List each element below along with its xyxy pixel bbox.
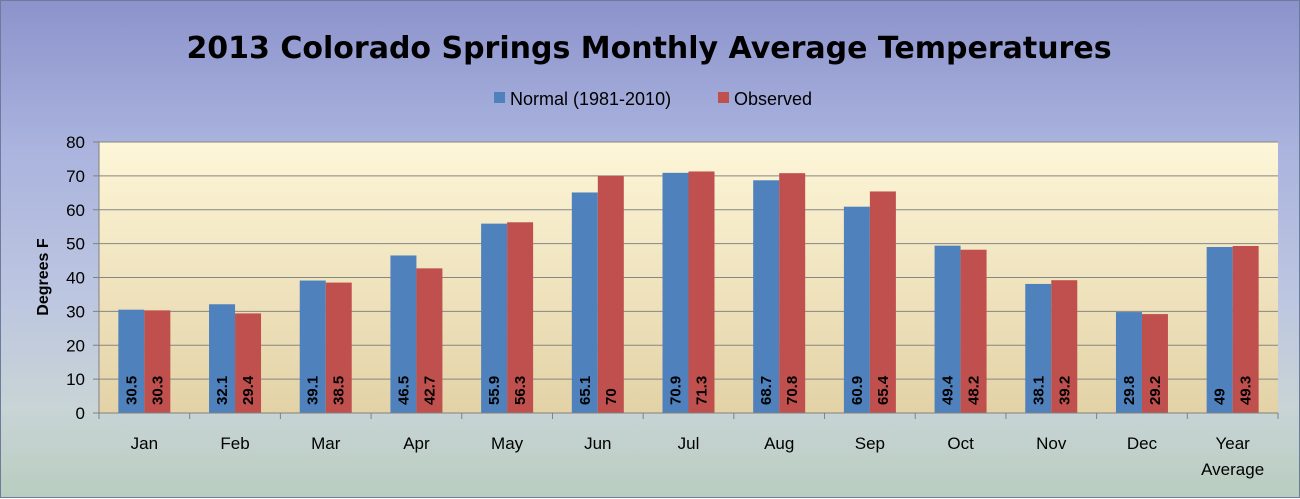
bar-observed [1051,280,1078,413]
chart-title: 2013 Colorado Springs Monthly Average Te… [186,31,1111,66]
x-tick-label: Sep [855,434,885,453]
data-label: 30.5 [123,376,140,405]
x-tick-label: Feb [220,434,249,453]
x-tick-label: Aug [764,434,794,453]
bar-normal [118,309,145,413]
y-tick-label: 10 [66,370,85,389]
data-label: 49.3 [1238,376,1255,405]
y-tick-label: 30 [66,302,85,321]
data-label: 29.4 [240,375,257,405]
data-label: 70.9 [668,376,685,405]
x-tick-label: Jun [584,434,611,453]
data-label: 29.2 [1147,376,1164,405]
y-tick-label: 0 [76,404,85,423]
y-axis-title: Degrees F [35,238,52,316]
bar-observed [960,249,987,413]
x-axis-ticks: Jan Feb Mar Apr May Jun Jul Aug Sep Oct Nov Dec Year… [98,413,1279,479]
legend-swatch-observed [718,92,729,103]
y-tick-label: 70 [66,167,85,186]
x-tick-label: Apr [403,434,430,453]
bar-observed [869,191,896,413]
bar-normal [1115,312,1142,413]
data-label: 68.7 [758,376,775,405]
bars [118,171,1259,413]
bar-observed [144,310,171,413]
legend-label-observed: Observed [734,89,812,109]
legend-label-normal: Normal (1981-2010) [510,89,671,109]
y-tick-label: 60 [66,201,85,220]
bar-observed [325,282,352,413]
data-label: 55.9 [486,376,503,405]
data-label: 65.4 [875,375,892,405]
data-label: 29.8 [1121,376,1138,405]
data-label: 32.1 [214,376,231,405]
data-label: 49.4 [940,375,957,405]
data-label: 49 [1212,388,1229,405]
data-label: 38.1 [1030,376,1047,405]
y-axis-ticks: 0 10 20 30 40 50 60 70 80 [66,133,99,423]
bar-observed [507,222,534,413]
x-tick-label: Dec [1127,434,1158,453]
value-labels: 30.5 30.3 32.1 29.4 39.1 38.5 46.5 42.7 55.9 56.3… [123,375,1254,405]
bar-observed [1141,314,1168,413]
bar-normal [1025,283,1052,413]
x-tick-label: Year [1215,434,1250,453]
data-label: 70 [603,388,620,405]
data-label: 38.5 [331,376,348,405]
data-label: 60.9 [849,376,866,405]
x-tick-label: Nov [1036,434,1067,453]
legend-swatch-normal [494,92,505,103]
data-label: 30.3 [149,376,166,405]
bar-observed [416,268,443,413]
bar-normal [753,180,780,413]
data-label: 65.1 [577,376,594,405]
bar-normal [571,192,598,413]
bar-observed [779,173,806,413]
bar-normal [209,304,236,413]
data-label: 56.3 [512,376,529,405]
y-tick-label: 20 [66,336,85,355]
y-tick-label: 80 [66,133,85,152]
data-label: 70.8 [784,376,801,405]
bar-normal [1206,247,1233,413]
y-tick-label: 50 [66,235,85,254]
data-label: 48.2 [966,376,983,405]
data-label: 71.3 [694,376,711,405]
x-tick-label: Jul [678,434,700,453]
bar-normal [934,245,961,413]
data-label: 39.2 [1056,376,1073,405]
bar-observed [597,175,624,413]
bar-normal [843,206,870,413]
data-label: 42.7 [421,376,438,405]
data-label: 39.1 [305,376,322,405]
bar-observed [1232,245,1259,413]
bar-observed [235,313,262,413]
x-tick-label: May [491,434,524,453]
x-tick-label: Oct [947,434,974,453]
bar-normal [662,172,689,413]
x-tick-label: Mar [311,434,341,453]
data-label: 46.5 [395,376,412,405]
bar-normal [481,223,508,413]
x-tick-label: Average [1201,460,1264,479]
bar-observed [688,171,715,413]
legend: Normal (1981-2010) Observed [494,89,812,109]
bar-normal [390,255,417,413]
bar-normal [299,280,326,413]
x-tick-label: Jan [131,434,158,453]
y-tick-label: 40 [66,269,85,288]
